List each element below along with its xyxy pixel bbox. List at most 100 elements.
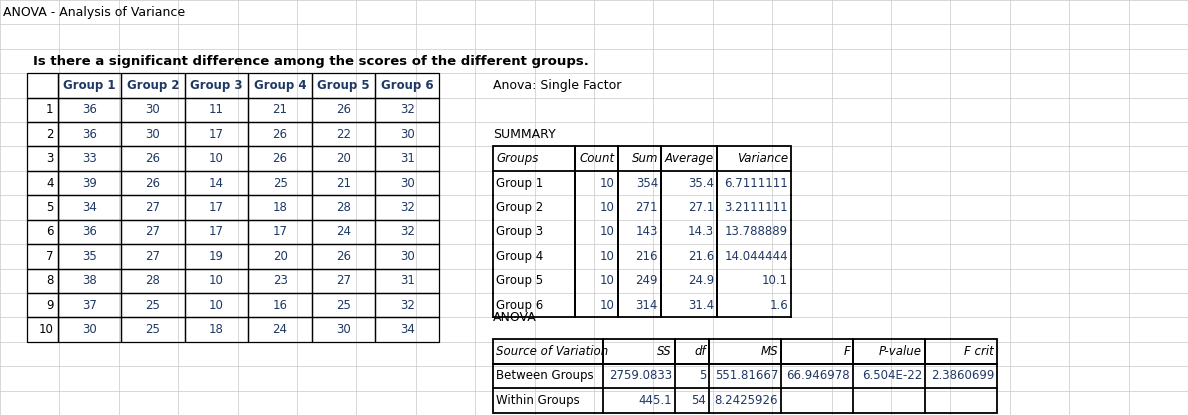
Text: 17: 17 (209, 225, 225, 238)
Bar (311, 73, 375, 98)
Text: Group 1: Group 1 (497, 177, 543, 190)
Text: Variance: Variance (737, 152, 788, 165)
Text: 36: 36 (82, 225, 97, 238)
Text: 216: 216 (636, 250, 658, 263)
Text: Group 2: Group 2 (127, 79, 179, 92)
Text: 19: 19 (209, 250, 225, 263)
Text: Groups: Groups (497, 152, 538, 165)
Text: Within Groups: Within Groups (497, 394, 580, 407)
Text: 8: 8 (46, 274, 53, 287)
Bar (248, 317, 311, 342)
Text: 11: 11 (209, 103, 225, 116)
Text: Between Groups: Between Groups (497, 369, 594, 383)
Text: 23: 23 (272, 274, 287, 287)
Text: Is there a significant difference among the scores of the different groups.: Is there a significant difference among … (33, 54, 588, 68)
Bar (57, 146, 121, 171)
Bar (375, 171, 440, 195)
Text: 10: 10 (39, 323, 53, 336)
Text: 27: 27 (145, 250, 160, 263)
Bar (375, 146, 440, 171)
Text: 21: 21 (272, 103, 287, 116)
Text: 17: 17 (209, 201, 225, 214)
Text: Source of Variation: Source of Variation (497, 345, 608, 358)
Bar (248, 269, 311, 293)
Text: Anova: Single Factor: Anova: Single Factor (493, 79, 621, 92)
Text: 6: 6 (46, 225, 53, 238)
Text: 21.6: 21.6 (688, 250, 714, 263)
Bar (26, 293, 57, 317)
Text: 28: 28 (145, 274, 160, 287)
Text: 37: 37 (82, 299, 97, 312)
Bar (26, 317, 57, 342)
Bar (57, 220, 121, 244)
Bar (375, 122, 440, 146)
Bar (26, 244, 57, 269)
Bar (121, 146, 185, 171)
Text: Group 1: Group 1 (63, 79, 115, 92)
Bar (57, 317, 121, 342)
Text: 26: 26 (145, 152, 160, 165)
Bar (57, 195, 121, 220)
Text: 31.4: 31.4 (688, 299, 714, 312)
Bar (575, 146, 618, 171)
Bar (121, 171, 185, 195)
Text: 30: 30 (336, 323, 350, 336)
Bar (185, 171, 248, 195)
Text: 10: 10 (600, 250, 615, 263)
Text: 21: 21 (336, 177, 352, 190)
Bar (311, 98, 375, 122)
Text: 5: 5 (699, 369, 706, 383)
Bar (121, 293, 185, 317)
Bar (185, 269, 248, 293)
Text: 25: 25 (336, 299, 352, 312)
Bar (311, 317, 375, 342)
Bar (248, 293, 311, 317)
Bar (57, 269, 121, 293)
Bar (604, 339, 675, 364)
Bar (185, 293, 248, 317)
Bar (375, 220, 440, 244)
Text: 249: 249 (636, 274, 658, 287)
Text: 14: 14 (209, 177, 225, 190)
Text: 30: 30 (82, 323, 96, 336)
Bar (661, 146, 718, 171)
Text: P-value: P-value (879, 345, 922, 358)
Text: 26: 26 (336, 250, 352, 263)
Text: 17: 17 (209, 128, 225, 141)
Text: 10: 10 (600, 299, 615, 312)
Text: 30: 30 (400, 177, 415, 190)
Text: 31: 31 (399, 152, 415, 165)
Bar (375, 73, 440, 98)
Text: F: F (843, 345, 851, 358)
Bar (26, 171, 57, 195)
Text: 16: 16 (272, 299, 287, 312)
Bar (26, 122, 57, 146)
Text: 30: 30 (400, 128, 415, 141)
Text: 1: 1 (46, 103, 53, 116)
Bar (709, 339, 781, 364)
Text: 18: 18 (272, 201, 287, 214)
Text: Group 2: Group 2 (497, 201, 543, 214)
Bar (121, 98, 185, 122)
Text: 28: 28 (336, 201, 352, 214)
Bar (26, 73, 57, 98)
Text: 2.3860699: 2.3860699 (930, 369, 994, 383)
Bar (248, 98, 311, 122)
Bar (185, 122, 248, 146)
Text: Group 3: Group 3 (497, 225, 543, 238)
Bar (185, 195, 248, 220)
Text: 32: 32 (399, 299, 415, 312)
Text: 27.1: 27.1 (688, 201, 714, 214)
Bar (185, 98, 248, 122)
Text: 30: 30 (146, 128, 160, 141)
Bar (248, 73, 311, 98)
Text: 445.1: 445.1 (638, 394, 672, 407)
Bar (57, 98, 121, 122)
Text: 10: 10 (600, 201, 615, 214)
Text: Group 6: Group 6 (497, 299, 543, 312)
Bar (375, 293, 440, 317)
Text: 35.4: 35.4 (688, 177, 714, 190)
Text: 17: 17 (272, 225, 287, 238)
Text: 6.7111111: 6.7111111 (725, 177, 788, 190)
Text: 2759.0833: 2759.0833 (609, 369, 672, 383)
